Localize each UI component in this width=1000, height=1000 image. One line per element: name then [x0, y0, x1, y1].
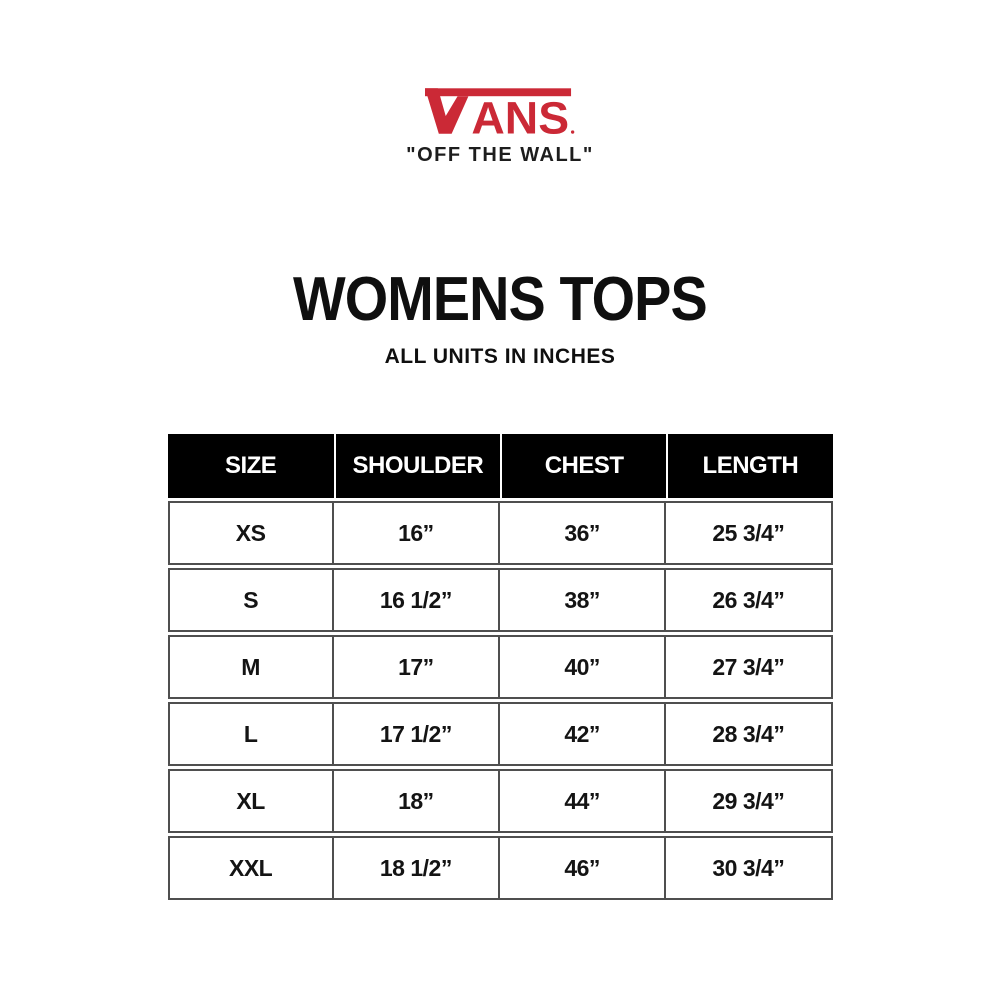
cell-length: 28 3/4” [666, 702, 833, 766]
vans-logo-bar [425, 88, 572, 97]
registered-mark-dot [570, 130, 575, 134]
cell-shoulder: 17” [333, 635, 500, 699]
cell-size: L [167, 702, 334, 766]
page-subtitle: ALL UNITS IN INCHES [384, 345, 616, 368]
cell-chest: 36” [500, 501, 667, 565]
cell-size: XS [167, 501, 334, 565]
table-row-s: S 16 1/2” 38” 26 3/4” [167, 568, 833, 632]
page-title: WOMENS TOPS [0, 269, 1000, 331]
vans-logo: ANS [425, 88, 575, 135]
cell-chest: 44” [500, 769, 667, 833]
table-row-xl: XL 18” 44” 29 3/4” [167, 769, 833, 833]
brand-logo-block: ANS "OFF THE WALL" [0, 0, 1000, 167]
cell-shoulder: 16” [333, 501, 500, 565]
cell-length: 27 3/4” [666, 635, 833, 699]
column-header-length: LENGTH [666, 434, 833, 498]
vans-logo-v [425, 88, 469, 134]
cell-chest: 42” [500, 702, 667, 766]
vans-logo-letters: ANS [471, 93, 569, 135]
cell-chest: 46” [500, 836, 667, 900]
cell-shoulder: 18 1/2” [333, 836, 500, 900]
cell-size: XL [167, 769, 334, 833]
cell-chest: 38” [500, 568, 667, 632]
brand-tagline: "OFF THE WALL" [406, 144, 594, 166]
page-title-text: WOMENS TOPS [293, 265, 708, 334]
table-row-xs: XS 16” 36” 25 3/4” [167, 501, 833, 565]
cell-shoulder: 18” [333, 769, 500, 833]
cell-size: M [167, 635, 334, 699]
cell-shoulder: 17 1/2” [333, 702, 500, 766]
column-header-shoulder: SHOULDER [333, 434, 500, 498]
cell-length: 25 3/4” [666, 501, 833, 565]
cell-chest: 40” [500, 635, 667, 699]
cell-size: XXL [167, 836, 334, 900]
cell-length: 30 3/4” [666, 836, 833, 900]
size-table: SIZE SHOULDER CHEST LENGTH XS 16” 36” 25… [167, 431, 833, 903]
table-row-xxl: XXL 18 1/2” 46” 30 3/4” [167, 836, 833, 900]
cell-length: 29 3/4” [666, 769, 833, 833]
cell-size: S [167, 568, 334, 632]
column-header-size: SIZE [167, 434, 334, 498]
table-row-m: M 17” 40” 27 3/4” [167, 635, 833, 699]
cell-length: 26 3/4” [666, 568, 833, 632]
column-header-chest: CHEST [500, 434, 667, 498]
cell-shoulder: 16 1/2” [333, 568, 500, 632]
table-header-row: SIZE SHOULDER CHEST LENGTH [167, 434, 833, 498]
table-row-l: L 17 1/2” 42” 28 3/4” [167, 702, 833, 766]
